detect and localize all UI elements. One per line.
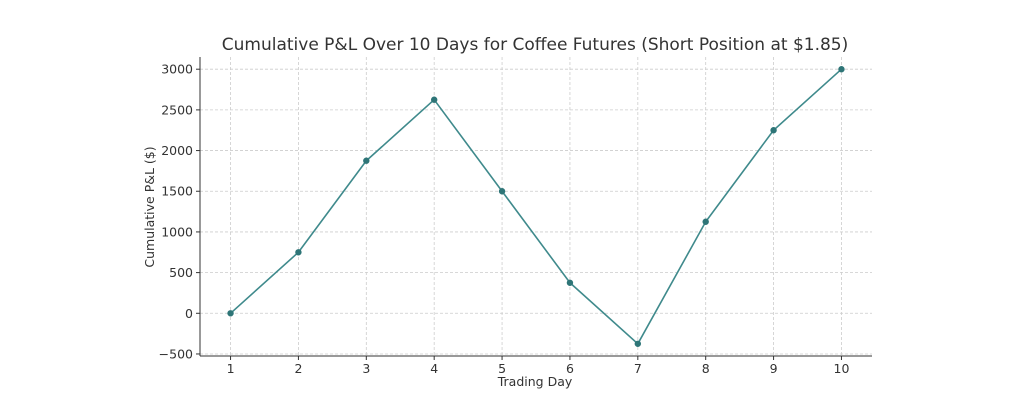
x-tick-label: 4 [430,361,438,376]
x-tick-label: 5 [498,361,506,376]
data-point [498,188,506,195]
y-axis-ticks: −500 0 500 1000 1500 2000 2500 3000 [159,62,200,361]
data-point [566,279,574,286]
data-point [838,66,845,73]
x-tick-label: 1 [227,361,235,376]
data-point [702,218,709,225]
y-tick-label: 1000 [161,224,193,239]
axes [199,57,872,357]
y-tick-label: 2500 [161,102,193,117]
data-point [634,340,642,347]
x-axis-ticks: 1 2 3 4 5 6 7 8 9 10 [227,356,850,376]
y-axis-label: Cumulative P&L ($) [142,146,157,267]
x-tick-label: 7 [634,361,642,376]
x-tick-label: 2 [294,361,302,376]
y-tick-label: 1500 [161,184,193,199]
data-point [770,127,777,134]
data-point [430,96,438,103]
x-tick-label: 6 [566,361,574,376]
x-tick-label: 3 [362,361,370,376]
x-tick-label: 8 [702,361,710,376]
data-point [295,249,302,256]
x-axis-label: Trading Day [497,374,573,389]
series-line [230,68,842,345]
y-tick-label: 2000 [161,143,193,158]
x-tick-label: 9 [770,361,778,376]
series-group [227,66,845,347]
y-tick-label: 0 [185,306,193,321]
y-tick-label: −500 [159,346,193,361]
chart-title: Cumulative P&L Over 10 Days for Coffee F… [222,35,849,55]
y-tick-label: 3000 [161,62,193,77]
y-tick-label: 500 [169,265,193,280]
data-point [363,157,370,164]
grid [200,57,872,356]
x-tick-label: 10 [834,361,850,376]
data-point [227,310,234,317]
